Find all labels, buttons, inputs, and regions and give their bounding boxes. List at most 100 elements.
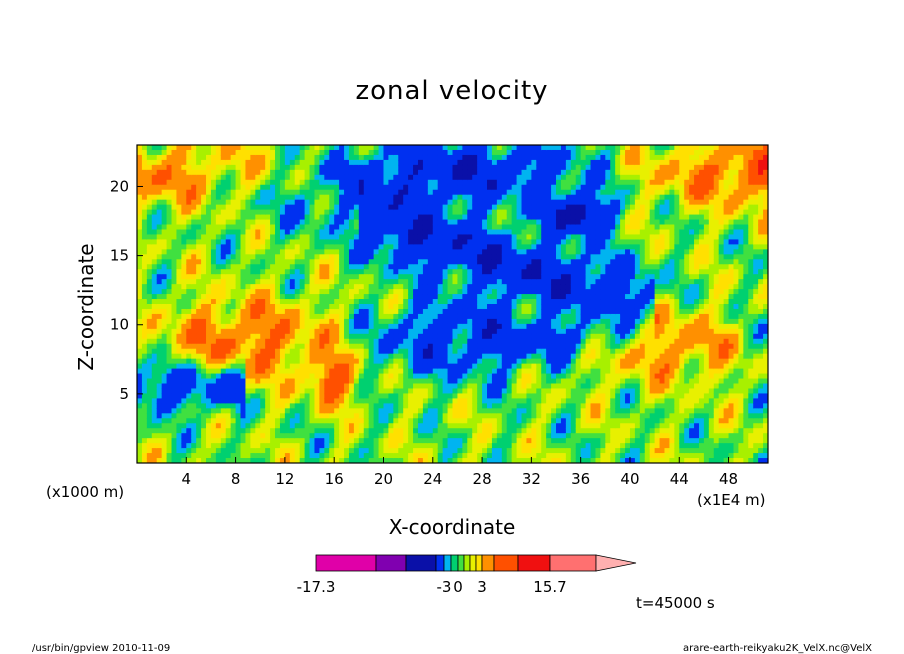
heatmap-cell	[511, 159, 518, 166]
heatmap-cell	[319, 279, 325, 285]
heatmap-cell	[462, 179, 468, 186]
heatmap-cell	[427, 239, 434, 245]
heatmap-cell	[477, 308, 483, 315]
heatmap-cell	[437, 393, 444, 400]
heatmap-cell	[324, 448, 330, 454]
heatmap-cell	[186, 333, 192, 340]
heatmap-cell	[137, 164, 143, 171]
heatmap-cell	[516, 179, 523, 186]
heatmap-cell	[201, 264, 207, 270]
heatmap-cell	[334, 428, 340, 434]
heatmap-cell	[388, 239, 394, 245]
heatmap-cell	[270, 433, 276, 439]
heatmap-cell	[240, 408, 247, 414]
heatmap-cell	[191, 378, 197, 385]
heatmap-cell	[294, 169, 301, 176]
heatmap-cell	[294, 398, 301, 404]
heatmap-cell	[240, 154, 247, 161]
heatmap-cell	[176, 304, 182, 310]
heatmap-cell	[186, 234, 192, 241]
heatmap-cell	[477, 333, 483, 340]
heatmap-cell	[210, 428, 217, 434]
heatmap-cell	[289, 388, 296, 395]
heatmap-cell	[467, 164, 473, 171]
heatmap-cell	[245, 373, 251, 380]
heatmap-cell	[255, 214, 261, 221]
heatmap-cell	[141, 264, 148, 270]
heatmap-cell	[240, 174, 247, 181]
heatmap-cell	[245, 353, 251, 360]
heatmap-cell	[309, 179, 316, 186]
heatmap-cell	[166, 458, 173, 463]
heatmap-cell	[201, 209, 207, 216]
heatmap-cell	[442, 199, 449, 206]
heatmap-cell	[176, 264, 182, 270]
heatmap-cell	[275, 423, 281, 429]
heatmap-cell	[250, 423, 256, 429]
heatmap-cell	[334, 448, 340, 454]
heatmap-cell	[270, 378, 276, 385]
heatmap-cell	[294, 358, 301, 365]
heatmap-cell	[210, 348, 217, 355]
heatmap-cell	[186, 308, 192, 315]
heatmap-cell	[206, 189, 212, 196]
heatmap-cell	[279, 184, 286, 191]
heatmap-cell	[230, 333, 237, 340]
heatmap-cell	[289, 343, 296, 350]
heatmap-cell	[447, 279, 454, 285]
heatmap-cell	[511, 338, 518, 345]
heatmap-cell	[417, 373, 424, 380]
heatmap-cell	[156, 145, 163, 151]
heatmap-cell	[275, 254, 281, 260]
heatmap-cell	[344, 318, 350, 325]
heatmap-cell	[368, 169, 375, 176]
heatmap-cell	[447, 328, 454, 335]
heatmap-cell	[422, 353, 429, 360]
heatmap-cell	[427, 174, 434, 181]
heatmap-cell	[245, 264, 251, 270]
heatmap-cell	[417, 413, 424, 419]
heatmap-cell	[447, 159, 454, 166]
heatmap-cell	[378, 313, 385, 320]
heatmap-cell	[137, 145, 143, 151]
heatmap-cell	[260, 408, 266, 414]
heatmap-cell	[294, 274, 301, 280]
heatmap-cell	[457, 448, 463, 454]
heatmap-cell	[506, 259, 513, 265]
heatmap-cell	[358, 159, 365, 166]
heatmap-cell	[511, 279, 518, 285]
heatmap-cell	[299, 428, 306, 434]
heatmap-cell	[334, 358, 340, 365]
heatmap-cell	[260, 398, 266, 404]
heatmap-cell	[275, 264, 281, 270]
heatmap-cell	[417, 368, 424, 375]
heatmap-cell	[506, 328, 513, 335]
heatmap-cell	[265, 388, 271, 395]
heatmap-cell	[166, 194, 173, 201]
heatmap-cell	[437, 229, 444, 236]
heatmap-cell	[442, 348, 449, 355]
heatmap-cell	[472, 348, 478, 355]
heatmap-cell	[477, 254, 483, 260]
heatmap-cell	[516, 413, 523, 419]
heatmap-cell	[146, 333, 153, 340]
heatmap-cell	[403, 219, 409, 226]
heatmap-cell	[363, 284, 370, 290]
heatmap-cell	[472, 234, 478, 241]
heatmap-cell	[151, 249, 158, 255]
heatmap-cell	[437, 289, 444, 295]
heatmap-cell	[319, 174, 325, 181]
heatmap-cell	[506, 274, 513, 280]
heatmap-cell	[265, 239, 271, 245]
heatmap-cell	[299, 204, 306, 211]
heatmap-cell	[334, 328, 340, 335]
heatmap-cell	[225, 239, 232, 245]
heatmap-cell	[344, 338, 350, 345]
heatmap-cell	[432, 154, 439, 161]
heatmap-cell	[482, 368, 488, 375]
heatmap-cell	[294, 458, 301, 463]
heatmap-cell	[368, 184, 375, 191]
heatmap-cell	[457, 239, 463, 245]
heatmap-cell	[275, 453, 281, 459]
heatmap-cell	[457, 388, 463, 395]
